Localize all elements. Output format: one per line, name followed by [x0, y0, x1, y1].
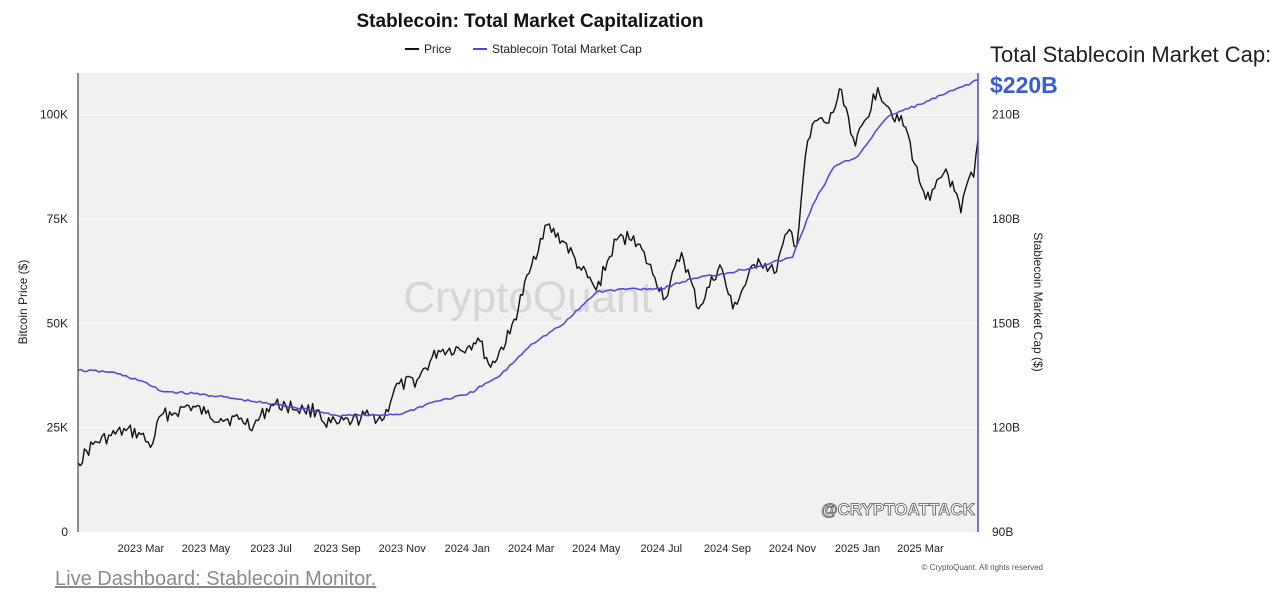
chart-title: Stablecoin: Total Market Capitalization	[357, 11, 704, 32]
y-axis-label-right: Stablecoin Market Cap ($)	[1031, 232, 1045, 371]
x-tick-label: 2024 Jan	[445, 543, 490, 555]
y-tick-label-right: 180B	[992, 212, 1020, 226]
y-tick-label-right: 120B	[992, 421, 1020, 435]
x-tick-label: 2023 Mar	[118, 543, 165, 555]
dashboard-link[interactable]: Live Dashboard: Stablecoin Monitor.	[55, 568, 377, 590]
series-layer	[77, 79, 979, 467]
side-panel-value: $220B	[990, 72, 1058, 98]
x-tick-label: 2024 Jul	[640, 543, 682, 555]
y-tick-label-right: 90B	[992, 525, 1013, 539]
stablecoin-line	[77, 79, 979, 418]
y-tick-label-right: 150B	[992, 316, 1020, 330]
x-tick-label: 2023 Jul	[250, 543, 292, 555]
y-tick-label-right: 210B	[992, 108, 1020, 122]
legend-label: Stablecoin Total Market Cap	[492, 42, 642, 56]
y-tick-label-left: 75K	[47, 212, 68, 226]
copyright-note: © CryptoQuant. All rights reserved	[922, 563, 1044, 572]
overlay-handle: @CRYPTOATTACK	[821, 500, 976, 519]
y-tick-label-left: 100K	[40, 108, 68, 122]
x-tick-label: 2024 May	[572, 543, 621, 555]
x-tick-label: 2024 Mar	[508, 543, 555, 555]
legend-label: Price	[424, 42, 452, 56]
x-tick-label: 2025 Jan	[835, 543, 880, 555]
x-tick-label: 2025 Mar	[897, 543, 944, 555]
tick-labels: 0 25K 50K 75K 100K 90B 120B 150B 180B 210B 2023 Ma…	[40, 108, 1020, 555]
watermark: CryptoQuant	[403, 273, 652, 322]
x-tick-label: 2023 Sep	[314, 543, 361, 555]
plot-background	[78, 73, 978, 532]
x-tick-label: 2024 Sep	[704, 543, 751, 555]
y-axis-label-left: Bitcoin Price ($)	[16, 260, 30, 345]
y-tick-label-left: 0	[61, 525, 68, 539]
side-panel-label: Total Stablecoin Market Cap:	[990, 42, 1272, 67]
x-tick-label: 2023 May	[182, 543, 231, 555]
price-line	[77, 86, 979, 467]
legend: Price Stablecoin Total Market Cap	[405, 42, 642, 56]
axes	[77, 73, 979, 532]
x-tick-label: 2024 Nov	[769, 543, 817, 555]
x-tick-label: 2023 Nov	[379, 543, 427, 555]
grid-lines	[78, 114, 978, 429]
y-tick-label-left: 25K	[47, 421, 68, 435]
y-tick-label-left: 50K	[47, 316, 68, 330]
